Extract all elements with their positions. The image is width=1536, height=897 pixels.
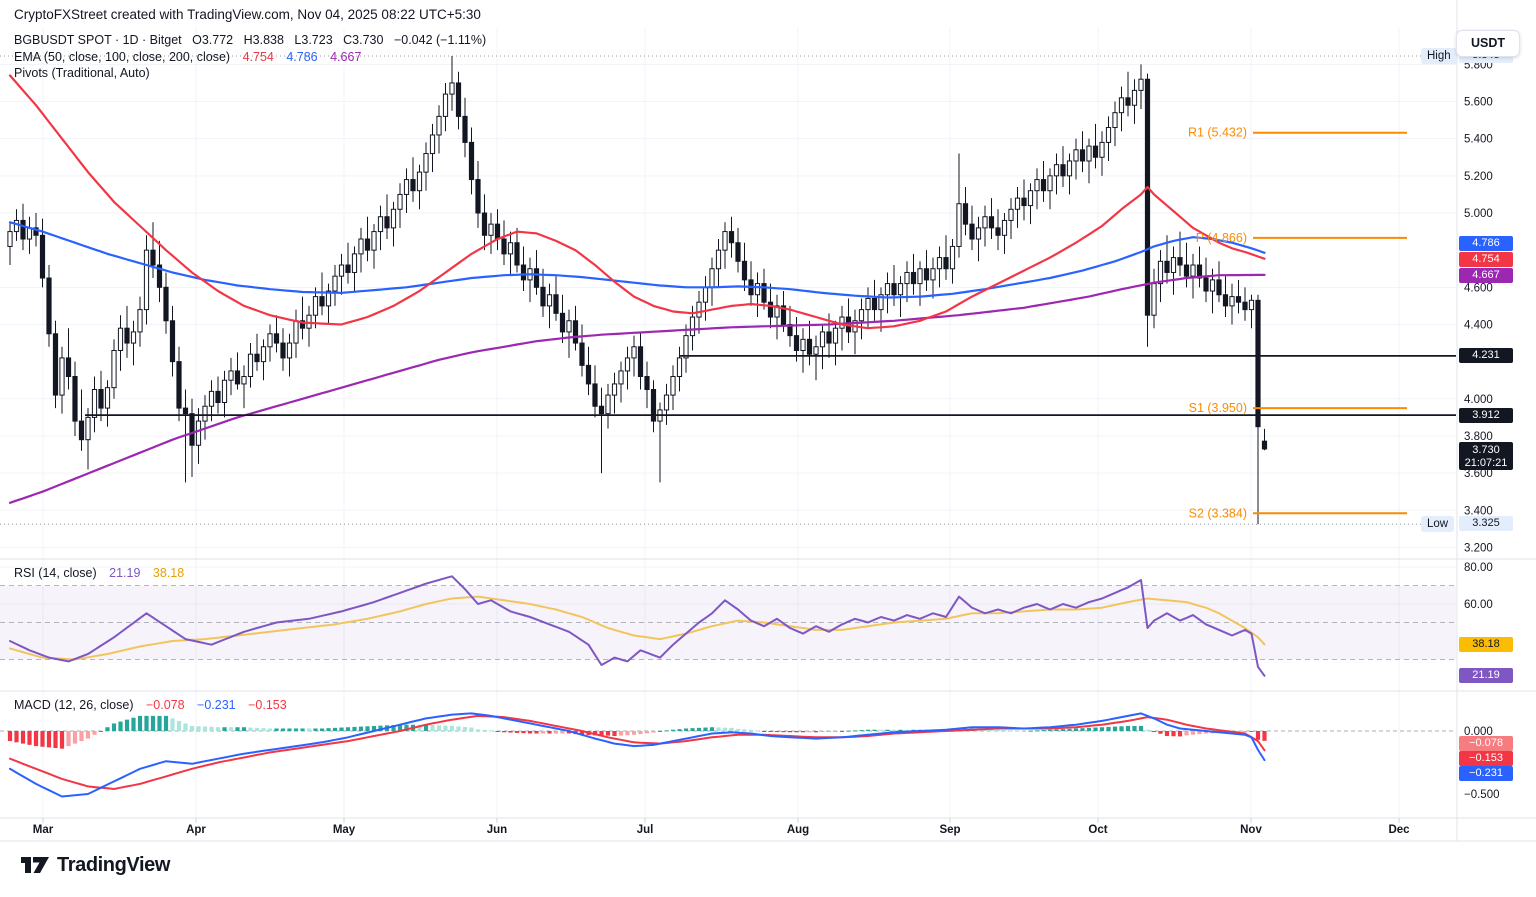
high-chip: High [1421, 48, 1457, 64]
credit-line: CryptoFXStreet created with TradingView.… [14, 7, 481, 22]
macd-hist-value: −0.078 [145, 698, 185, 712]
svg-text:3.200: 3.200 [1464, 542, 1493, 554]
svg-text:Jul: Jul [637, 824, 654, 836]
ema200-value: 4.667 [330, 50, 362, 64]
svg-text:0.000: 0.000 [1464, 726, 1493, 738]
pivots-legend[interactable]: Pivots (Traditional, Auto) [14, 66, 150, 80]
svg-text:5.000: 5.000 [1464, 208, 1493, 220]
tradingview-logo-text: TradingView [57, 853, 171, 876]
macd-line-value: −0.231 [197, 698, 236, 712]
svg-text:S1 (3.950): S1 (3.950) [1189, 401, 1247, 415]
svg-text:80.00: 80.00 [1464, 562, 1493, 574]
svg-text:R1 (5.432): R1 (5.432) [1188, 126, 1247, 140]
svg-text:Aug: Aug [787, 824, 809, 836]
svg-text:P (4.866): P (4.866) [1196, 231, 1247, 245]
ohlc-close: C3.730 [343, 33, 384, 47]
svg-text:S2 (3.384): S2 (3.384) [1189, 506, 1247, 520]
last-price-value: 3.730 [1472, 444, 1500, 456]
macd-signal-badge: −0.153 [1459, 751, 1513, 766]
svg-text:60.00: 60.00 [1464, 599, 1493, 611]
macd-legend-label[interactable]: MACD (12, 26, close) [14, 698, 134, 712]
svg-text:4.400: 4.400 [1464, 319, 1493, 331]
svg-text:May: May [333, 824, 356, 836]
svg-text:Jun: Jun [487, 824, 507, 836]
chart-canvas[interactable]: R1 (5.432) P (4.866) S1 (3.950) S2 (3.384) 5… [0, 0, 1536, 845]
low-value-badge: 3.325 [1459, 516, 1513, 531]
svg-text:Sep: Sep [939, 824, 960, 836]
svg-text:3.400: 3.400 [1464, 505, 1493, 517]
ema100-value: 4.786 [286, 50, 318, 64]
svg-text:Dec: Dec [1388, 824, 1410, 836]
rsi-legend-label[interactable]: RSI (14, close) [14, 566, 97, 580]
price-level-badge-3912: 3.912 [1459, 408, 1513, 423]
ohlc-open: O3.772 [192, 33, 234, 47]
currency-toggle-button[interactable]: USDT [1456, 30, 1520, 57]
ema-legend: EMA (50, close, 100, close, 200, close) … [14, 50, 370, 64]
ohlc-change: −0.042 (−1.11%) [393, 33, 487, 47]
ema-legend-label[interactable]: EMA (50, close, 100, close, 200, close) [14, 50, 231, 64]
ohlc-low: L3.723 [294, 33, 333, 47]
price-level-badge-4231: 4.231 [1459, 348, 1513, 363]
svg-text:5.200: 5.200 [1464, 171, 1493, 183]
svg-text:Mar: Mar [33, 824, 54, 836]
macd-legend: MACD (12, 26, close) −0.078 −0.231 −0.15… [14, 698, 296, 712]
tradingview-logo[interactable]: TradingView [20, 852, 170, 878]
rsi-ma-badge: 38.18 [1459, 637, 1513, 652]
svg-text:5.400: 5.400 [1464, 134, 1493, 146]
low-chip: Low [1421, 516, 1455, 532]
rsi-badge: 21.19 [1459, 668, 1513, 683]
symbol-title[interactable]: BGBUSDT SPOT · 1D · Bitget [14, 33, 182, 47]
macd-hist-badge: −0.078 [1459, 736, 1513, 751]
svg-text:4.000: 4.000 [1464, 394, 1493, 406]
tradingview-logo-icon [21, 857, 49, 873]
symbol-legend: BGBUSDT SPOT · 1D · Bitget O3.772 H3.838… [14, 33, 493, 47]
svg-text:Apr: Apr [186, 824, 206, 836]
svg-text:−0.500: −0.500 [1464, 789, 1500, 801]
macd-signal-value: −0.153 [248, 698, 287, 712]
svg-text:5.600: 5.600 [1464, 97, 1493, 109]
ema50-badge: 4.754 [1459, 252, 1513, 267]
macd-line-badge: −0.231 [1459, 766, 1513, 781]
svg-text:Oct: Oct [1088, 824, 1107, 836]
ema50-value: 4.754 [242, 50, 274, 64]
rsi-ma-value: 38.18 [152, 566, 185, 580]
ohlc-high: H3.838 [243, 33, 284, 47]
svg-text:3.600: 3.600 [1464, 468, 1493, 480]
svg-text:Nov: Nov [1240, 824, 1262, 836]
rsi-legend: RSI (14, close) 21.19 38.18 [14, 566, 193, 580]
rsi-value: 21.19 [109, 566, 141, 580]
last-price-badge: 3.730 21:07:21 [1459, 442, 1513, 470]
bar-countdown: 21:07:21 [1464, 457, 1508, 469]
ema100-badge: 4.786 [1459, 236, 1513, 251]
svg-text:4.600: 4.600 [1464, 282, 1493, 294]
ema200-badge: 4.667 [1459, 268, 1513, 283]
svg-text:3.800: 3.800 [1464, 431, 1493, 443]
